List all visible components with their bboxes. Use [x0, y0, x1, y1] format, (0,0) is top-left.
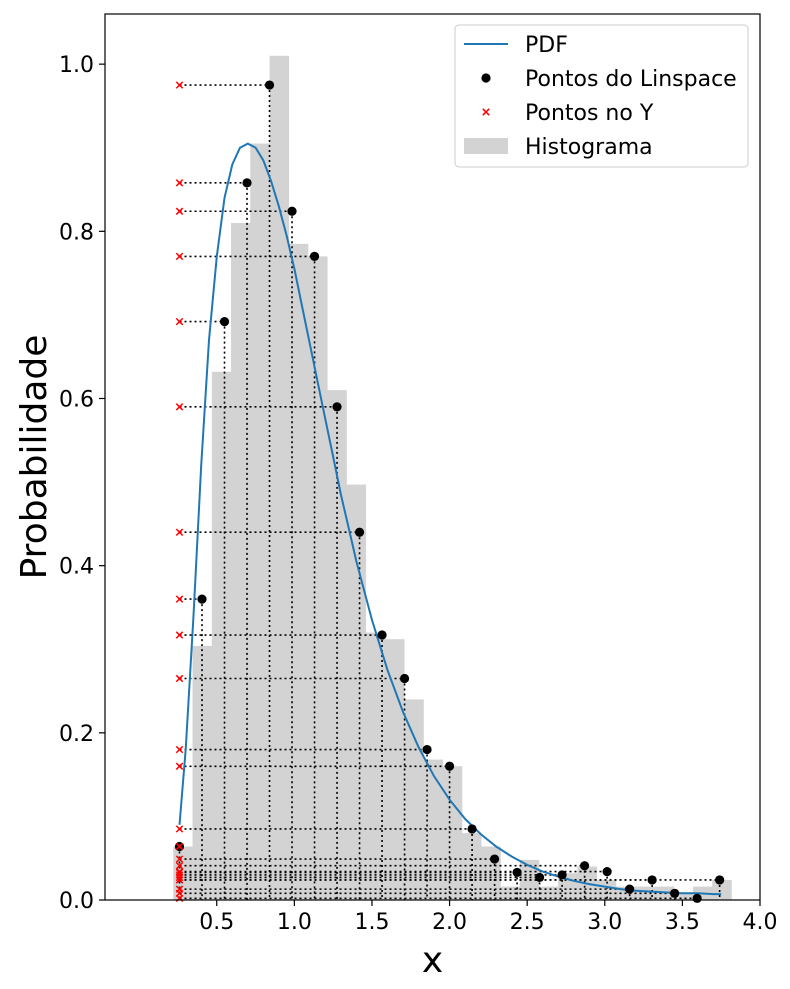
x-tick-label: 1.5: [354, 910, 389, 935]
linspace-point: [242, 178, 252, 188]
linspace-point: [534, 872, 545, 883]
legend-patch-swatch: [464, 138, 508, 154]
histogram-bar: [231, 222, 251, 900]
x-tick-label: 3.5: [665, 910, 700, 935]
histogram-bar: [327, 390, 347, 900]
y-mark: [175, 876, 184, 884]
histogram-bar: [288, 243, 309, 900]
pdf-layer: [178, 142, 722, 896]
y-mark: [175, 873, 184, 882]
y-mark: [175, 631, 184, 639]
linspace-points-layer: [174, 80, 725, 903]
x-tick-label: 0.5: [199, 910, 234, 935]
legend-item: Pontos no Y: [482, 101, 654, 126]
histogram-bar: [269, 55, 290, 900]
linspace-point: [197, 594, 207, 604]
histogram-bar: [308, 256, 328, 900]
linspace-point: [647, 875, 657, 885]
x-axis-label: x: [422, 940, 443, 981]
linspace-point: [264, 80, 275, 90]
linspace-point: [332, 402, 342, 412]
y-mark: [175, 179, 184, 187]
legend-label: Pontos no Y: [525, 101, 654, 126]
histogram-bar: [250, 143, 270, 900]
y-mark: [175, 252, 184, 261]
legend-label: Pontos do Linspace: [525, 67, 737, 92]
legend-label: PDF: [525, 33, 568, 58]
y-mark: [175, 403, 184, 411]
linspace-point: [602, 866, 612, 877]
histogram-bar: [596, 879, 617, 900]
y-axis-ticks: 0.0 0.2 0.4 0.6 0.8 1.0: [59, 53, 105, 914]
legend-box: [454, 24, 749, 168]
y-mark: [175, 855, 184, 863]
histogram-layer: [173, 55, 732, 900]
x-tick-label: 2.0: [432, 910, 467, 935]
legend-label: Histograma: [525, 135, 653, 160]
linspace-point: [219, 316, 230, 327]
legend-x-swatch: [482, 108, 490, 116]
linspace-point: [467, 824, 477, 834]
histogram-bar: [192, 645, 213, 900]
linspace-point: [715, 875, 725, 885]
linspace-point: [399, 673, 410, 684]
legend-dot-swatch: [481, 73, 491, 83]
y-mark: [175, 81, 184, 89]
y-mark: [175, 317, 184, 326]
y-mark: [175, 842, 184, 851]
legend-item: Pontos do Linspace: [481, 67, 737, 92]
linspace-point: [692, 893, 702, 903]
linspace-point: [444, 761, 455, 771]
legend-item: Histograma: [464, 135, 653, 160]
histogram-bar: [442, 766, 463, 900]
linspace-point: [489, 854, 500, 864]
x-tick-label: 2.5: [510, 910, 545, 935]
x-tick-label: 1.0: [277, 910, 312, 935]
linspace-point: [287, 206, 297, 216]
y-tick-label: 0.2: [59, 722, 94, 747]
histogram-bar: [481, 846, 501, 900]
y-mark: [175, 762, 184, 770]
histogram-bar: [346, 484, 367, 900]
histogram-bar: [538, 886, 559, 900]
y-mark: [175, 207, 184, 215]
y-mark: [175, 595, 184, 603]
linspace-point: [354, 527, 365, 537]
y-mark: [175, 825, 184, 833]
linspace-point: [377, 630, 387, 640]
linspace-point: [512, 867, 522, 878]
linspace-point: [557, 870, 567, 880]
y-tick-label: 0.6: [59, 387, 94, 412]
plot-frame: [104, 13, 761, 901]
y-mark: [175, 674, 184, 683]
linspace-point: [670, 888, 680, 898]
x-tick-label: 3.0: [587, 910, 622, 935]
y-tick-label: 0.4: [59, 555, 94, 580]
y-mark: [175, 745, 184, 754]
pdf-curve: [178, 142, 722, 896]
histogram-bar: [404, 699, 424, 900]
linspace-point: [625, 884, 635, 894]
y-mark: [175, 528, 184, 536]
linspace-point: [309, 251, 320, 261]
legend: PDF Pontos do Linspace Pontos no Y Histogra…: [454, 24, 749, 168]
histogram-bar: [461, 833, 482, 900]
x-axis-ticks: 0.5 1.0 1.5 2.0 2.5 3.0 3.5 4.0: [199, 900, 778, 935]
y-tick-label: 1.0: [59, 53, 94, 78]
y-axis-label: Probabilidade: [14, 335, 55, 580]
y-mark: [175, 867, 184, 876]
y-tick-label: 0.0: [59, 889, 94, 914]
linspace-point: [422, 744, 432, 755]
legend-item: PDF: [464, 33, 568, 58]
histogram-bar: [211, 371, 232, 900]
histogram-bar: [423, 759, 444, 900]
histogram-bar: [673, 893, 694, 900]
y-mark: [175, 861, 184, 870]
x-tick-label: 4.0: [743, 910, 778, 935]
y-marks-layer: [175, 81, 184, 903]
y-tick-label: 0.8: [59, 220, 94, 245]
linspace-point: [580, 861, 590, 871]
